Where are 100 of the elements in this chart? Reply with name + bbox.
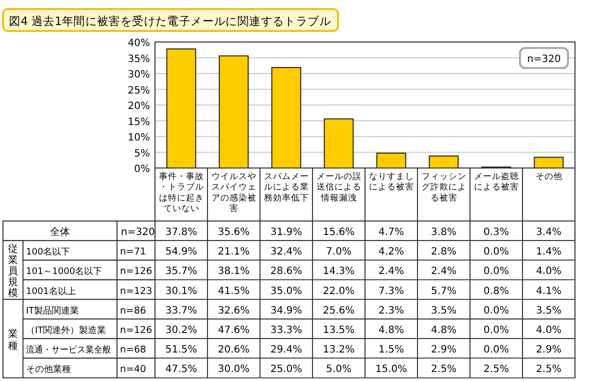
data-label: 35.0%: [270, 286, 302, 297]
data-label: 51.5%: [165, 344, 198, 356]
data-label: 15.0%: [375, 364, 408, 376]
text: 従業員規模: [8, 242, 18, 299]
data-label: 41.5%: [218, 286, 250, 297]
text: 業種: [8, 328, 18, 352]
x-tick-label: 事件・事故・トラブルは特に起きていない: [158, 171, 204, 214]
data-label: 0.0%: [484, 305, 509, 316]
x-tick-label: ウイルスやスパイウェアの感染被害: [211, 172, 256, 214]
x-tick-label: メールの誤送信による情報漏洩: [316, 171, 362, 204]
y-tick-label: 20%: [128, 101, 150, 112]
data-label: 3.4%: [536, 227, 562, 238]
data-label: 30.1%: [165, 286, 198, 297]
data-label: 2.8%: [431, 246, 456, 258]
y-tick-label: 10%: [128, 132, 150, 144]
data-label: 4.8%: [431, 325, 456, 336]
data-label: 4.0%: [536, 325, 562, 336]
data-label: 2.4%: [378, 266, 404, 278]
data-label: 15.6%: [322, 227, 355, 238]
data-label: 5.0%: [326, 364, 352, 376]
y-tick-label: 100名以下: [26, 246, 70, 258]
data-label: 29.4%: [270, 344, 302, 356]
y-tick-label: 35%: [128, 54, 150, 65]
y2-tick-label: n=86: [120, 305, 146, 316]
data-label: 4.0%: [536, 266, 562, 278]
data-label: 4.7%: [378, 227, 404, 238]
data-label: 25.0%: [270, 364, 302, 376]
data-label: 2.3%: [378, 305, 404, 316]
data-label: 21.1%: [218, 246, 250, 258]
y-tick-label: その他業種: [26, 364, 71, 376]
x-tick-label: なりすましによる被害: [368, 172, 414, 193]
x-tick-label: その他: [535, 171, 562, 182]
data-label: 25.6%: [322, 305, 355, 316]
text: 全体: [50, 226, 70, 238]
data-label: 0.8%: [484, 286, 509, 297]
data-label: 4.2%: [378, 246, 404, 258]
y2-tick-label: n=71: [120, 246, 146, 258]
data-label: 5.7%: [431, 286, 456, 297]
data-label: 34.9%: [270, 305, 302, 316]
x-tick-label: スパムメールによる業務効率低下: [264, 172, 309, 204]
data-label: 4.1%: [536, 286, 562, 297]
y-tick-label: 0%: [134, 164, 150, 175]
data-label: 35.7%: [165, 266, 198, 278]
annotation: n=320: [527, 54, 561, 65]
data-label: 7.0%: [326, 246, 352, 258]
y-tick-label: IT製品関連業: [26, 305, 80, 316]
y-tick-label: 流通・サービス業全般: [26, 344, 116, 356]
data-label: 32.4%: [270, 246, 302, 258]
data-label: 4.8%: [378, 325, 404, 336]
data-label: 7.3%: [378, 286, 404, 297]
y-tick-label: 1001名以上: [26, 286, 76, 297]
data-label: 35.6%: [218, 227, 250, 238]
y-tick-label: 5%: [134, 148, 150, 160]
data-label: 28.6%: [270, 266, 302, 278]
data-label: 2.5%: [484, 364, 509, 376]
data-label: 32.6%: [218, 305, 250, 316]
data-label: 3.5%: [536, 305, 562, 316]
data-label: 14.3%: [322, 266, 355, 278]
data-label: 31.9%: [270, 227, 302, 238]
x-tick-label: フィッシング詐欺による被害: [421, 172, 466, 204]
y-tick-label: 30%: [128, 70, 150, 80]
data-label: 0.0%: [484, 325, 509, 336]
data-label: 33.3%: [270, 325, 302, 336]
y-tick-label: 25%: [128, 85, 150, 96]
data-label: 38.1%: [218, 266, 250, 278]
data-label: 0.0%: [484, 246, 509, 258]
data-label: 47.6%: [218, 325, 250, 336]
data-label: 2.4%: [431, 266, 456, 278]
text: n=320: [121, 227, 155, 238]
y2-tick-label: n=126: [120, 266, 152, 278]
data-label: 0.0%: [484, 344, 509, 356]
data-label: 30.2%: [165, 325, 198, 336]
x-tick-label: メール盗聴による被害: [474, 171, 519, 193]
data-label: 47.5%: [165, 364, 198, 376]
chart-title: 図4 過去1年間に被害を受けた電子メールに関連するトラブル: [9, 14, 340, 28]
data-label: 13.2%: [322, 344, 355, 356]
data-label: 2.5%: [536, 364, 562, 376]
y2-tick-label: n=123: [120, 286, 152, 297]
data-label: 3.8%: [431, 227, 456, 238]
y-tick-label: 40%: [128, 38, 150, 49]
data-label: 2.9%: [536, 344, 562, 356]
data-label: 3.5%: [431, 305, 456, 316]
y2-tick-label: n=40: [120, 364, 146, 376]
data-label: 13.5%: [322, 325, 355, 336]
data-label: 0.3%: [484, 227, 509, 238]
data-label: 0.0%: [484, 266, 509, 278]
y-tick-label: 101～1000名以下: [26, 266, 102, 278]
data-label: 2.5%: [431, 364, 456, 376]
data-label: 20.6%: [218, 344, 250, 356]
data-label: 33.7%: [165, 305, 198, 316]
y-tick-label: （IT関連外）製造業: [26, 325, 106, 336]
data-label: 30.0%: [218, 364, 250, 376]
y-tick-label: 15%: [128, 116, 150, 128]
y2-tick-label: n=126: [120, 325, 152, 336]
y2-tick-label: n=68: [120, 344, 146, 356]
data-label: 37.8%: [165, 227, 198, 238]
data-label: 1.5%: [378, 344, 404, 356]
data-label: 1.4%: [536, 246, 562, 258]
data-label: 54.9%: [165, 246, 198, 258]
data-label: 2.9%: [431, 344, 456, 356]
